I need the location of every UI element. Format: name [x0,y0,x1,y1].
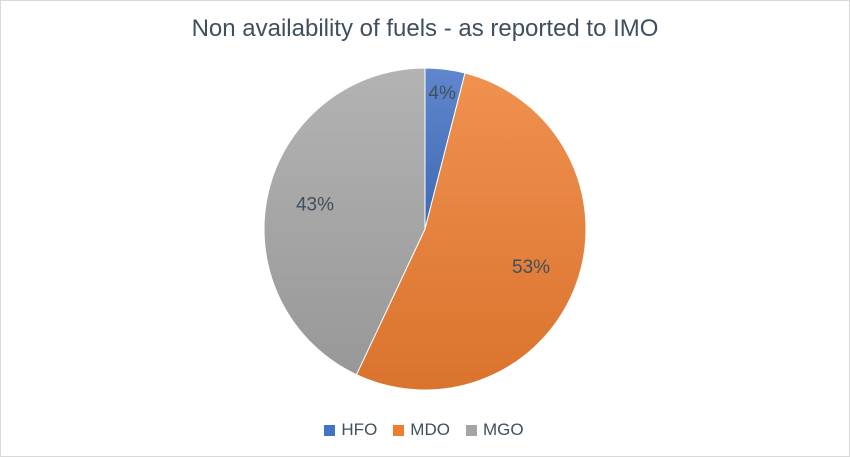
legend-swatch [324,424,336,436]
chart-legend: HFO MDO MGO [0,420,848,440]
legend-label: MDO [410,420,450,439]
legend-item-mdo: MDO [393,420,450,440]
pie-slice-mdo [355,72,587,391]
legend-item-mgo: MGO [465,420,524,440]
legend-swatch [393,424,405,436]
legend-swatch [465,424,477,436]
legend-label: HFO [341,420,378,439]
data-label-mgo: 43% [296,194,334,215]
data-label-hfo: 4% [428,83,456,104]
pie-slice-mgo [263,67,426,376]
data-label-mdo: 53% [512,257,550,278]
legend-item-hfo: HFO [324,420,377,440]
legend-label: MGO [482,420,524,439]
chart-title: Non availability of fuels - as reported … [191,15,659,42]
